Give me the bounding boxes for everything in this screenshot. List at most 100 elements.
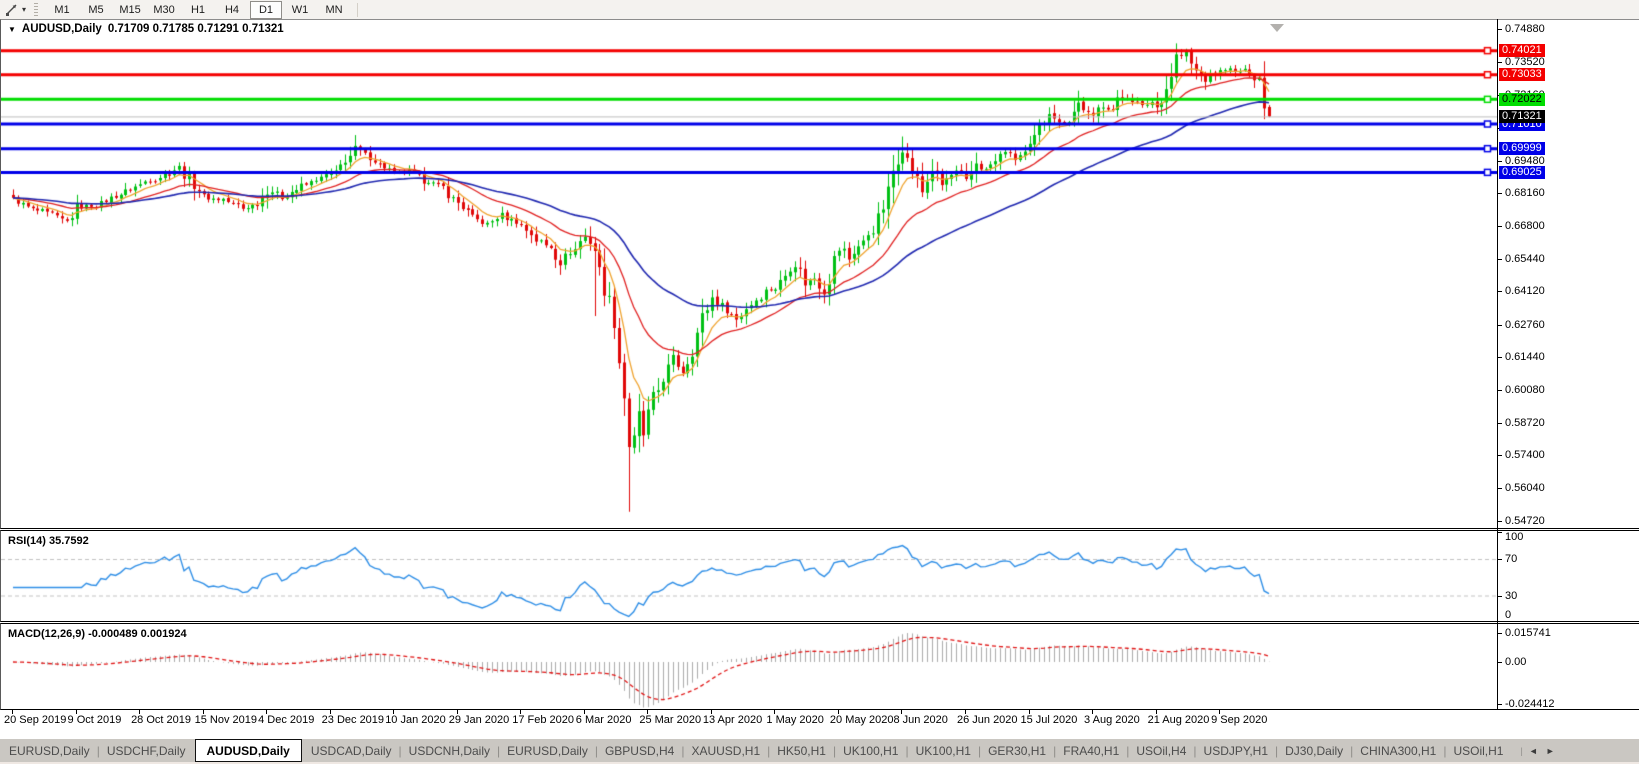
price-tick-label: 0.64120 <box>1505 285 1545 298</box>
price-tick-mark <box>1498 389 1502 391</box>
tab-separator: | <box>1193 743 1197 758</box>
price-tick-label: 0.68160 <box>1505 186 1545 199</box>
tab-UK100-H1[interactable]: UK100,H1 <box>915 743 971 758</box>
price-tick-label: 0.66800 <box>1505 220 1545 233</box>
rsi-indicator-label: RSI(14) 35.7592 <box>8 535 89 547</box>
macd-tick-mark <box>1498 703 1502 705</box>
timeframe-button-H4[interactable]: H4 <box>224 3 240 16</box>
macd-indicator-label: MACD(12,26,9) -0.000489 0.001924 <box>8 628 187 640</box>
price-tick-mark <box>1498 520 1502 522</box>
price-tick-mark <box>1498 423 1502 425</box>
macd-tick-label: 0.015741 <box>1505 626 1551 639</box>
timeframe-button-M5[interactable]: M5 <box>88 3 104 16</box>
price-tick-label: 0.60080 <box>1505 383 1545 396</box>
tab-DJ30-Daily[interactable]: DJ30,Daily <box>1285 743 1344 758</box>
price-tick-label: 0.73520 <box>1505 56 1545 69</box>
toolbar: ▾ M1 M5 M15 M30 H1 H4 D1 W1 MN <box>0 0 1639 20</box>
macd-chart-canvas[interactable] <box>1 624 1497 709</box>
tab-separator: | <box>1126 743 1130 758</box>
chart-title-marker-icon: ▼ <box>8 24 16 34</box>
tab-USDCHF-Daily[interactable]: USDCHF,Daily <box>106 743 186 758</box>
tab-HK50-H1[interactable]: HK50,H1 <box>777 743 826 758</box>
tab-separator: | <box>1520 745 1523 756</box>
chart-title: ▼ AUDUSD,Daily 0.71709 0.71785 0.71291 0… <box>8 23 284 35</box>
date-tick-label: 29 Jan 2020 <box>448 714 510 726</box>
price-tick-label: 0.54720 <box>1505 514 1545 527</box>
tab-separator: | <box>905 743 909 758</box>
date-tick-label: 13 Apr 2020 <box>702 714 763 726</box>
date-tick-label: 9 Oct 2019 <box>67 714 122 726</box>
price-tick-mark <box>1498 192 1502 194</box>
tab-EURUSD-Daily[interactable]: EURUSD,Daily <box>507 743 588 758</box>
price-tick-label: 0.58720 <box>1505 417 1545 430</box>
chart-tab-bar: EURUSD,Daily | USDCHF,Daily AUDUSD,Daily USD… <box>0 739 1639 762</box>
date-tick-mark <box>901 710 903 714</box>
tab-EURUSD-Daily[interactable]: EURUSD,Daily <box>9 743 90 758</box>
price-tick-label: 0.62760 <box>1505 318 1545 331</box>
tab-USDJPY-H1[interactable]: USDJPY,H1 <box>1203 743 1269 758</box>
tab-CHINA300-H1[interactable]: CHINA300,H1 <box>1360 743 1437 758</box>
date-tick-mark <box>75 710 77 714</box>
price-axis-line <box>1497 19 1498 710</box>
rsi-tick-label: 100 <box>1505 530 1524 543</box>
date-tick-mark <box>202 710 204 714</box>
line-studies-dropdown-icon[interactable]: ▾ <box>22 5 27 14</box>
date-tick-mark <box>964 710 966 714</box>
date-tick-mark <box>329 710 331 714</box>
tab-separator: | <box>1443 743 1447 758</box>
tab-USOil-H4[interactable]: USOil,H4 <box>1136 743 1187 758</box>
price-tick-mark <box>1498 226 1502 228</box>
tab-FRA40-H1[interactable]: FRA40,H1 <box>1063 743 1120 758</box>
price-tick-label: 0.56040 <box>1505 482 1545 495</box>
chart-ohlc-values: 0.71709 0.71785 0.71291 0.71321 <box>107 23 284 35</box>
macd-tick-label: -0.024412 <box>1505 697 1555 710</box>
macd-tick-mark <box>1498 632 1502 634</box>
bottom-strip <box>0 762 1639 764</box>
timeframe-button-H1[interactable]: H1 <box>190 3 206 16</box>
date-tick-label: 17 Feb 2020 <box>512 714 575 726</box>
timeframe-button-MN[interactable]: MN <box>325 3 343 16</box>
tab-XAUUSD-H1[interactable]: XAUUSD,H1 <box>691 743 761 758</box>
date-tick-mark <box>583 710 585 714</box>
timeframe-button-W1[interactable]: W1 <box>291 3 309 16</box>
timeframe-button-M30[interactable]: M30 <box>153 3 175 16</box>
rsi-tick-label: 0 <box>1505 608 1512 621</box>
price-tick-mark <box>1498 356 1502 358</box>
chart-shift-marker-icon[interactable] <box>1270 24 1284 32</box>
price-tick-label: 0.74880 <box>1505 23 1545 36</box>
tab-scroll-right-icon[interactable]: ► <box>1545 745 1555 756</box>
timeframe-button-M1[interactable]: M1 <box>54 3 70 16</box>
date-tick-mark <box>774 710 776 714</box>
toolbar-grip-icon[interactable] <box>34 3 39 16</box>
timeframe-button-M15[interactable]: M15 <box>119 3 141 16</box>
tab-GBPUSD-H4[interactable]: GBPUSD,H4 <box>604 743 675 758</box>
date-tick-mark <box>710 710 712 714</box>
date-tick-label: 6 Mar 2020 <box>575 714 632 726</box>
tab-UK100-H1[interactable]: UK100,H1 <box>843 743 899 758</box>
price-tick-label: 0.65440 <box>1505 253 1545 266</box>
timeframe-button-D1[interactable]: D1 <box>250 0 283 19</box>
tab-separator: | <box>594 743 598 758</box>
date-tick-mark <box>520 710 522 714</box>
date-tick-mark <box>139 710 141 714</box>
rsi-tick-mark <box>1498 531 1502 533</box>
date-tick-mark <box>1219 710 1221 714</box>
date-tick-label: 4 Dec 2019 <box>258 714 315 726</box>
price-tick-label: 0.61440 <box>1505 350 1545 363</box>
tab-separator: | <box>767 743 771 758</box>
line-studies-icon[interactable] <box>3 2 21 17</box>
tab-separator: | <box>832 743 837 758</box>
tab-USDCNH-Daily[interactable]: USDCNH,Daily <box>408 743 491 758</box>
tab-AUDUSD-Daily[interactable]: AUDUSD,Daily <box>194 739 302 762</box>
tab-scroll-left-icon[interactable]: ◄ <box>1528 745 1538 756</box>
tab-USOil-H1[interactable]: USOil,H1 <box>1453 743 1504 758</box>
date-tick-label: 26 Jun 2020 <box>956 714 1018 726</box>
tab-GER30-H1[interactable]: GER30,H1 <box>988 743 1047 758</box>
price-chart-canvas[interactable] <box>1 20 1497 528</box>
tab-USDCAD-Daily[interactable]: USDCAD,Daily <box>310 743 392 758</box>
price-tick-mark <box>1498 62 1502 64</box>
price-tick-mark <box>1498 324 1502 326</box>
price-tick-label: 0.69480 <box>1505 154 1545 167</box>
rsi-chart-canvas[interactable] <box>1 531 1497 621</box>
